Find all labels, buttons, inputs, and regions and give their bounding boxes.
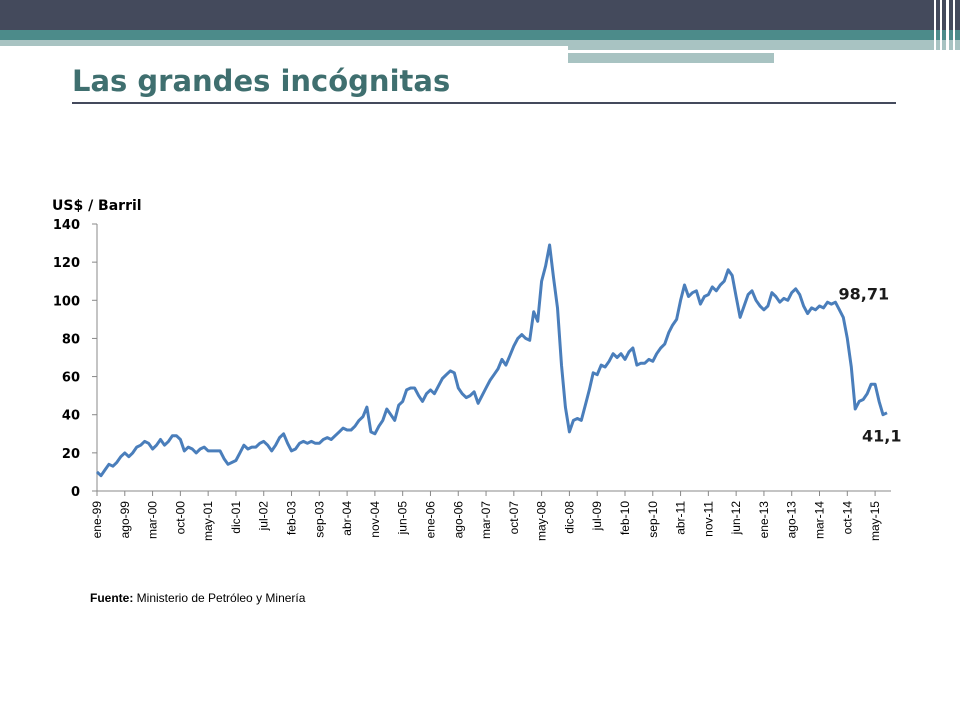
source-label: Fuente: [90, 591, 134, 605]
annotations: 98,71 41,1 [838, 285, 901, 446]
x-tick-label: may-08 [535, 501, 549, 541]
x-tick-label: abr-11 [674, 501, 688, 535]
x-tick-label: oct-14 [840, 501, 854, 535]
slide-title: Las grandes incógnitas [72, 64, 451, 98]
data-annotation: 41,1 [862, 427, 901, 446]
x-tick-label: dic-08 [562, 501, 576, 534]
accent-band-light [0, 40, 568, 46]
source-text: Ministerio de Petróleo y Minería [133, 591, 306, 605]
y-tick-label: 0 [71, 485, 80, 500]
x-tick-label: feb-10 [618, 501, 632, 535]
y-axis-label: US$ / Barril [52, 198, 142, 214]
y-tick-label: 60 [62, 371, 80, 386]
x-tick-label: may-01 [201, 501, 215, 541]
x-tick-label: mar-00 [146, 501, 160, 539]
decorative-stripes [932, 0, 960, 66]
y-tick-label: 20 [62, 447, 80, 462]
x-tick-label: nov-11 [701, 501, 715, 537]
x-tick-label: nov-04 [368, 501, 382, 538]
x-tick-label: oct-00 [173, 501, 187, 535]
y-tick-label: 140 [53, 218, 80, 233]
x-tick-label: ene-99 [90, 501, 104, 539]
x-tick-label: ene-06 [423, 501, 437, 539]
title-underline [72, 102, 896, 104]
x-tick-label: ago-06 [451, 501, 465, 539]
x-tick-label: sep-10 [646, 501, 660, 538]
y-tick-label: 100 [53, 294, 80, 309]
accent-divider [776, 52, 888, 54]
x-tick-label: ene-13 [757, 501, 771, 539]
y-tick-label: 120 [53, 256, 80, 271]
data-annotation: 98,71 [838, 285, 889, 304]
x-tick-label: dic-01 [229, 501, 243, 534]
x-tick-label: mar-14 [813, 501, 827, 539]
x-tick-label: oct-07 [507, 501, 521, 535]
x-tick-label: ago-13 [785, 501, 799, 539]
x-tick-label: jul-09 [590, 501, 604, 532]
x-tick-label: abr-04 [340, 501, 354, 536]
source-note: Fuente: Ministerio de Petróleo y Minería [90, 591, 305, 605]
y-axis: 0 20 40 60 80 100 120 140 [53, 218, 98, 500]
x-axis: ene-99 ago-99 mar-00 oct-00 may-01 dic-01 jul-… [90, 490, 891, 541]
x-tick-label: may-15 [868, 501, 882, 541]
series-line [95, 243, 888, 478]
x-tick-label: ago-99 [118, 501, 132, 539]
top-banner [0, 0, 960, 30]
y-tick-label: 40 [62, 409, 80, 424]
y-tick-label: 80 [62, 332, 80, 347]
x-tick-label: mar-07 [479, 501, 493, 539]
x-tick-label: jul-02 [257, 501, 271, 532]
accent-band-light [568, 40, 960, 50]
accent-band [0, 30, 960, 40]
x-tick-label: feb-03 [285, 501, 299, 535]
x-tick-label: sep-03 [312, 501, 326, 538]
x-tick-label: jun-05 [396, 501, 410, 536]
x-tick-label: jun-12 [729, 501, 743, 536]
accent-band-light [568, 53, 774, 63]
series-group [95, 243, 888, 478]
